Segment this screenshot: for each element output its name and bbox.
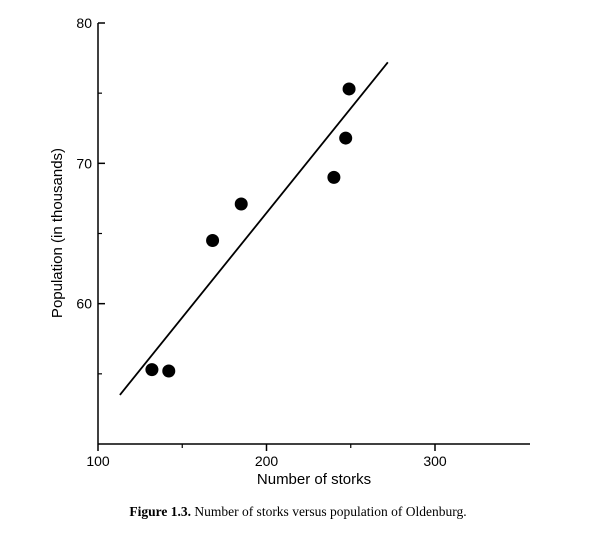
data-point	[327, 170, 341, 184]
data-point	[234, 197, 248, 211]
data-point	[162, 364, 176, 378]
x-tick-label: 200	[255, 453, 279, 469]
data-point	[206, 234, 220, 248]
figure-caption: Figure 1.3. Number of storks versus popu…	[0, 504, 596, 520]
axis-ticks	[97, 22, 436, 451]
caption-text: Number of storks versus population of Ol…	[190, 504, 467, 519]
y-axis-label: Population (in thousands)	[49, 148, 66, 318]
x-tick-label: 300	[423, 453, 447, 469]
data-points	[145, 82, 356, 378]
data-point	[339, 131, 353, 145]
regression-line	[119, 61, 389, 396]
tick-labels: 100 200 300 60 70 80	[76, 15, 446, 469]
y-tick-label: 70	[76, 155, 92, 171]
x-tick-label: 100	[86, 453, 110, 469]
scatter-chart: 100 200 300 60 70 80 Number of storks Populat…	[49, 15, 530, 488]
x-axis-label: Number of storks	[257, 471, 371, 488]
data-point	[145, 363, 159, 377]
figure-number: Figure 1.3.	[129, 504, 191, 519]
y-tick-label: 80	[76, 15, 92, 31]
y-tick-label: 60	[76, 296, 92, 312]
data-point	[342, 82, 356, 96]
